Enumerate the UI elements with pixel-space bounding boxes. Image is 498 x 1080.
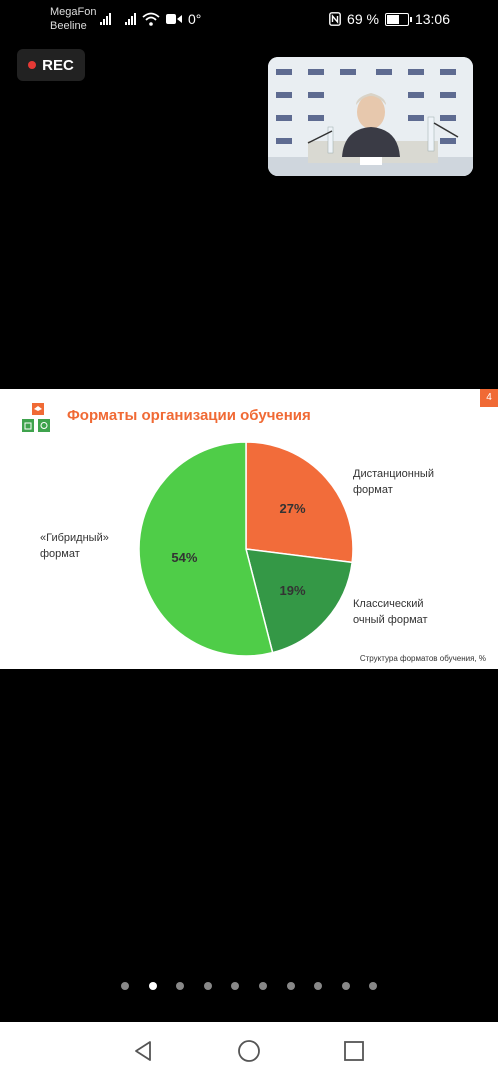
pager-dot[interactable] <box>369 982 378 990</box>
presentation-slide: Форматы организации обучения 4 27% 19% 54%… <box>0 389 498 669</box>
label-remote-line-2: формат <box>353 484 393 496</box>
slice-classic-value-label: 19% <box>280 583 306 598</box>
speaker-video-thumbnail[interactable] <box>268 57 473 176</box>
label-hybrid-line-1: «Гибридный» <box>40 532 109 544</box>
record-dot-icon <box>28 61 37 69</box>
temperature: 0° <box>188 11 202 27</box>
slice-remote-value-label: 27% <box>280 501 306 516</box>
wifi-icon <box>142 12 160 26</box>
pager-dot[interactable] <box>121 982 129 990</box>
carrier-names: MegaFon Beeline <box>50 5 96 33</box>
battery-percent: 69 % <box>347 11 379 27</box>
rec-label: REC <box>42 56 74 74</box>
label-classic: Классический очный формат <box>353 596 428 628</box>
slice-remote <box>245 441 354 564</box>
video-camera-icon <box>166 14 182 24</box>
slice-classic <box>244 548 353 654</box>
pager-dot[interactable] <box>231 982 240 990</box>
education-logo-icon <box>22 403 50 432</box>
status-bar: MegaFon Beeline 0° 69 % 13:06 <box>0 0 498 40</box>
pager-dot[interactable] <box>259 982 267 990</box>
home-icon[interactable] <box>236 1038 262 1064</box>
signal-icon <box>100 13 111 25</box>
label-remote-line-1: Дистанционный <box>353 468 434 480</box>
carrier-megafon: MegaFon <box>50 6 97 18</box>
rec-button[interactable]: REC <box>17 49 85 81</box>
carrier-beeline: Beeline <box>50 20 87 32</box>
label-classic-line-2: очный формат <box>353 614 428 626</box>
pager-dot[interactable] <box>176 982 185 990</box>
pager-dot[interactable] <box>148 982 157 990</box>
nfc-icon <box>329 12 341 26</box>
clock: 13:06 <box>414 11 450 27</box>
slide-page-number: 4 <box>480 389 498 407</box>
recents-icon[interactable] <box>341 1038 367 1064</box>
label-classic-line-1: Классический <box>353 598 424 610</box>
navigation-bar <box>0 1022 498 1080</box>
slide-pager <box>0 982 498 992</box>
pager-dot[interactable] <box>286 982 295 990</box>
battery-icon <box>384 12 412 26</box>
speaker-video-image <box>268 57 473 176</box>
label-hybrid-line-2: формат <box>40 548 80 560</box>
chart-caption: Структура форматов обучения, % <box>359 654 486 663</box>
pie-chart: 27% 19% 54% <box>138 441 354 657</box>
signal-icon-2 <box>125 13 136 25</box>
pager-dot[interactable] <box>203 982 212 990</box>
pager-dot[interactable] <box>314 982 323 990</box>
label-hybrid: «Гибридный» формат <box>40 530 109 562</box>
back-icon[interactable] <box>130 1038 156 1064</box>
slice-hybrid-value-label: 54% <box>171 550 197 565</box>
slice-hybrid <box>138 441 274 657</box>
pager-dot[interactable] <box>341 982 350 990</box>
slide-title: Форматы организации обучения <box>67 407 311 424</box>
label-remote: Дистанционный формат <box>353 466 434 498</box>
